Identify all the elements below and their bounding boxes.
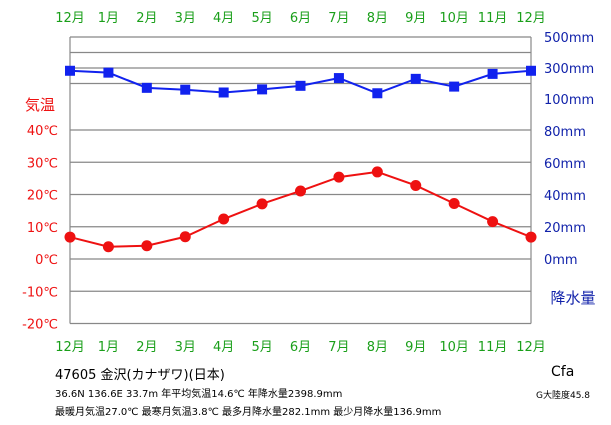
precipitation-point — [333, 73, 344, 84]
month-labels-bottom: 12月 1月 2月 3月 4月 5月 6月 7月 8月 9月 10月 11月 12月 — [55, 340, 546, 355]
month-label-bottom: 6月 — [290, 340, 311, 355]
precipitation-axis-label: 降水量 — [550, 289, 595, 307]
month-label-top: 6月 — [290, 11, 311, 26]
precipitation-point — [526, 65, 536, 76]
month-label-bottom: 5月 — [251, 340, 272, 355]
month-label-bottom: 9月 — [405, 340, 426, 355]
temperature-point — [256, 198, 268, 210]
temperature-point — [333, 171, 345, 183]
precipitation-tick-label: 40mm — [544, 189, 586, 204]
climate-class: Cfa — [551, 364, 575, 380]
month-label-top: 9月 — [405, 11, 426, 26]
precipitation-point — [295, 80, 306, 91]
month-label-top: 3月 — [175, 11, 196, 26]
month-labels-top: 12月 1月 2月 3月 4月 5月 6月 7月 8月 9月 10月 11月 12月 — [55, 11, 546, 26]
month-label-top: 7月 — [328, 11, 349, 26]
temperature-point — [410, 179, 422, 191]
temperature-point — [179, 231, 191, 243]
station-line-2: 36.6N 136.6E 33.7m 年平均気温14.6℃ 年降水量2398.9… — [55, 389, 343, 400]
month-label-bottom: 11月 — [478, 340, 508, 355]
temperature-tick-label: -10℃ — [22, 285, 58, 300]
temperature-line — [69, 170, 532, 248]
station-line-3: 最暖月気温27.0℃ 最寒月気温3.8℃ 最多月降水量282.1mm 最少月降水… — [55, 407, 442, 418]
temperature-point — [487, 216, 499, 228]
temperature-point — [295, 185, 306, 197]
precipitation-tick-label: 20mm — [544, 221, 586, 236]
month-label-bottom: 10月 — [439, 340, 469, 355]
precipitation-tick-label: 0mm — [544, 253, 578, 268]
month-label-bottom: 12月 — [516, 340, 546, 355]
month-label-bottom: 4月 — [213, 340, 234, 355]
month-label-bottom: 7月 — [328, 340, 349, 355]
month-label-top: 10月 — [439, 11, 469, 26]
precipitation-series — [65, 65, 536, 99]
precipitation-point — [372, 88, 383, 99]
month-label-bottom: 8月 — [367, 340, 388, 355]
temperature-point — [371, 166, 383, 178]
temperature-series — [64, 166, 537, 253]
month-label-top: 12月 — [55, 11, 85, 26]
precipitation-tick-label: 500mm — [544, 31, 594, 46]
precipitation-point — [180, 84, 191, 95]
precipitation-point — [487, 68, 498, 79]
temperature-point — [64, 231, 76, 243]
temperature-tick-label: -20℃ — [22, 318, 58, 333]
month-label-top: 8月 — [367, 11, 388, 26]
month-label-top: 5月 — [251, 11, 272, 26]
precipitation-point — [257, 84, 268, 95]
temperature-point — [448, 198, 460, 210]
station-line-1: 47605 金沢(カナザワ)(日本) — [55, 368, 225, 383]
month-label-top: 1月 — [98, 11, 119, 26]
month-label-top: 11月 — [478, 11, 508, 26]
precipitation-point — [141, 82, 152, 93]
temperature-tick-label: 20℃ — [27, 189, 58, 204]
month-label-bottom: 3月 — [175, 340, 196, 355]
temperature-tick-label: 10℃ — [27, 221, 58, 236]
temperature-tick-label: 0℃ — [35, 253, 58, 268]
temperature-tick-label: 40℃ — [27, 124, 58, 139]
precipitation-tick-label: 60mm — [544, 157, 586, 172]
month-label-bottom: 2月 — [136, 340, 157, 355]
temperature-point — [525, 231, 537, 243]
precipitation-tick-label: 100mm — [544, 93, 594, 108]
month-label-bottom: 1月 — [98, 340, 119, 355]
precipitation-tick-label: 300mm — [544, 62, 594, 77]
chart-grid — [69, 36, 532, 325]
precipitation-point — [218, 87, 229, 98]
precipitation-point — [410, 73, 421, 84]
continentality-index: G大陸度45.8 — [536, 391, 591, 401]
temperature-axis-label: 気温 — [25, 96, 55, 114]
month-label-bottom: 12月 — [55, 340, 85, 355]
temperature-point — [102, 241, 114, 253]
temperature-point — [141, 240, 153, 252]
month-label-top: 2月 — [136, 11, 157, 26]
precipitation-tick-labels: 0mm 20mm 40mm 60mm 80mm 100mm 300mm 500mm — [544, 31, 594, 268]
temperature-point — [218, 213, 230, 225]
precipitation-point — [103, 67, 114, 78]
precipitation-point — [65, 65, 75, 76]
temperature-tick-labels: 40℃ 30℃ 20℃ 10℃ 0℃ -10℃ -20℃ — [22, 124, 58, 333]
precipitation-tick-label: 80mm — [544, 125, 586, 140]
precipitation-point — [449, 81, 460, 92]
month-label-top: 4月 — [213, 11, 234, 26]
month-label-top: 12月 — [516, 11, 546, 26]
temperature-tick-label: 30℃ — [27, 156, 58, 171]
